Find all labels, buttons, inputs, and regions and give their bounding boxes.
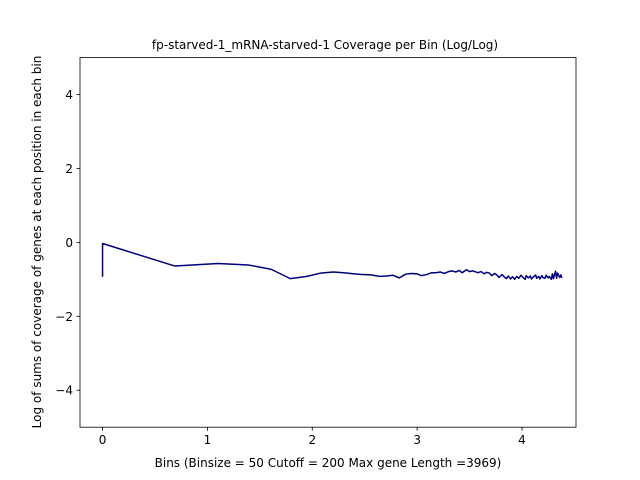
chart-title: fp-starved-1_mRNA-starved-1 Coverage per… — [152, 38, 498, 52]
x-tick-label: 2 — [308, 433, 316, 447]
y-axis: −4 −2 0 2 4 — [55, 88, 80, 398]
x-tick-label: 0 — [99, 433, 107, 447]
axes-frame — [79, 57, 577, 428]
x-axis-label: Bins (Binsize = 50 Cutoff = 200 Max gene… — [155, 456, 502, 470]
x-tick-label: 4 — [518, 433, 526, 447]
x-tick-label: 1 — [204, 433, 212, 447]
y-axis-label: Log of sums of coverage of genes at each… — [30, 56, 44, 429]
x-axis: 0 1 2 3 4 — [99, 427, 526, 447]
y-tick-label: 2 — [65, 162, 73, 176]
plot-area — [79, 57, 577, 428]
x-tick-label: 3 — [413, 433, 421, 447]
y-tick-label: −4 — [55, 384, 73, 398]
y-tick-label: 4 — [65, 88, 73, 102]
series-line — [101, 242, 563, 281]
y-tick-label: −2 — [55, 310, 73, 324]
y-tick-label: 0 — [65, 236, 73, 250]
